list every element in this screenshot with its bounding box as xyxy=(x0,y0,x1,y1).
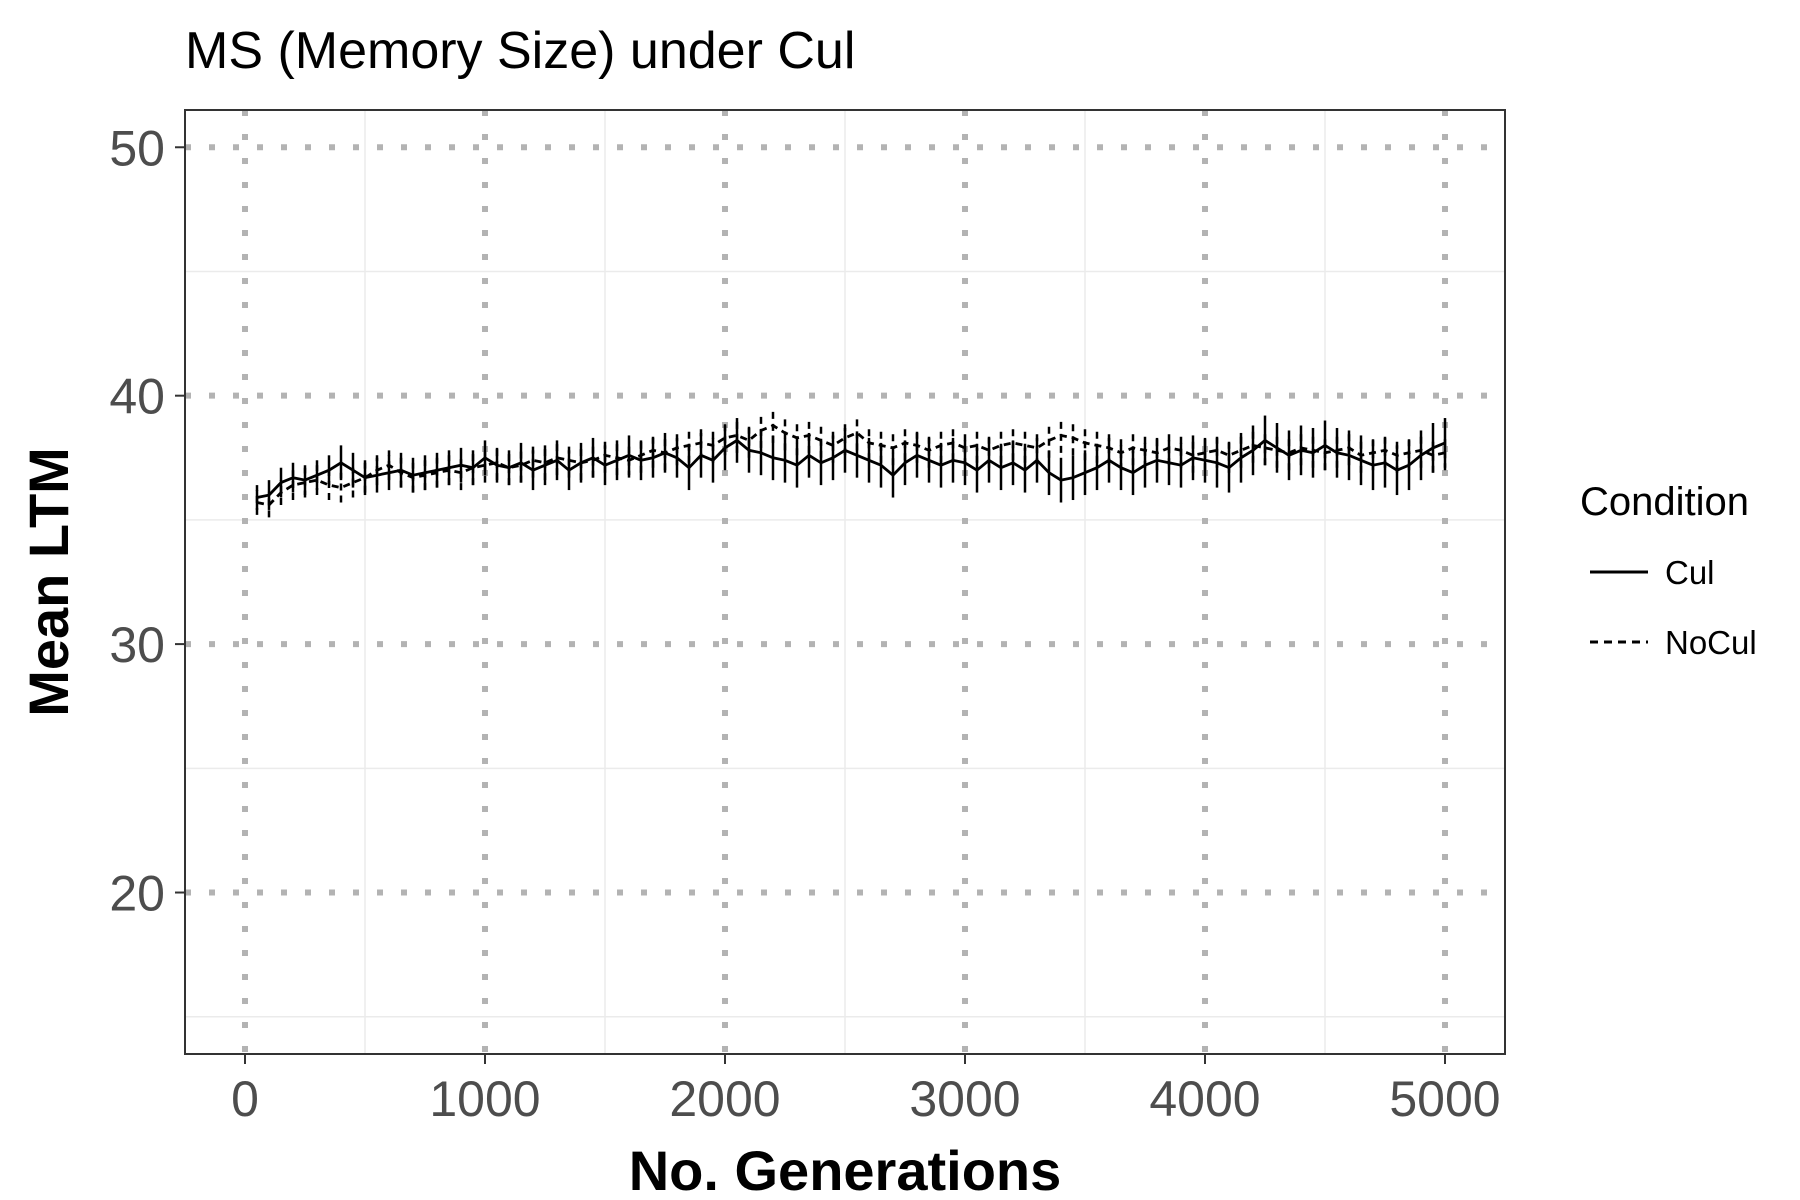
series-nocul xyxy=(255,408,1447,518)
y-axis-title: Mean LTM xyxy=(17,447,80,717)
y-tick-label: 50 xyxy=(109,120,165,176)
x-tick-label: 4000 xyxy=(1149,1071,1260,1127)
major-gridlines xyxy=(185,110,1505,1054)
legend-label-cul: Cul xyxy=(1665,554,1715,591)
series-layer xyxy=(255,408,1447,518)
minor-gridlines xyxy=(185,110,1505,1054)
x-tick-label: 2000 xyxy=(669,1071,780,1127)
legend-label-nocul: NoCul xyxy=(1665,624,1757,661)
y-tick-label: 40 xyxy=(109,369,165,425)
x-tick-label: 3000 xyxy=(909,1071,1020,1127)
x-tick-label: 0 xyxy=(231,1071,259,1127)
series-line-cul xyxy=(256,438,1446,499)
series-line-nocul xyxy=(256,423,1446,507)
y-tick-label: 20 xyxy=(109,866,165,922)
legend-title: Condition xyxy=(1580,480,1749,524)
x-axis: 0 1000 2000 3000 4000 5000 xyxy=(231,1054,1501,1127)
x-axis-title: No. Generations xyxy=(629,1139,1062,1200)
x-tick-label: 5000 xyxy=(1389,1071,1500,1127)
y-tick-label: 30 xyxy=(109,617,165,673)
chart-title: MS (Memory Size) under Cul xyxy=(185,22,855,80)
y-axis: 20 30 40 50 xyxy=(109,120,185,922)
x-tick-label: 1000 xyxy=(429,1071,540,1127)
plot-border xyxy=(184,109,1506,1055)
legend: Condition Cul NoCul xyxy=(1580,480,1757,661)
